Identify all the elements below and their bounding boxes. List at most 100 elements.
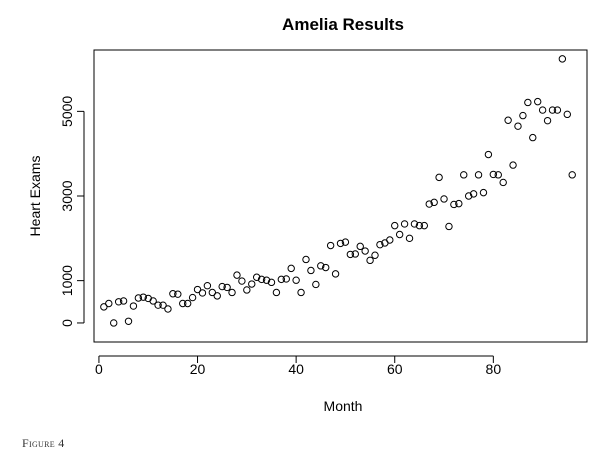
data-point — [440, 195, 448, 203]
data-point — [351, 250, 359, 258]
data-point — [164, 305, 172, 313]
data-point — [110, 319, 118, 327]
data-point — [548, 106, 557, 114]
data-point — [302, 255, 310, 264]
data-point — [543, 116, 552, 125]
x-axis: 0 20 40 60 80 — [95, 355, 502, 377]
data-point — [282, 275, 290, 283]
data-point — [331, 270, 340, 278]
data-point — [292, 276, 300, 284]
data-point — [568, 171, 576, 179]
data-point — [149, 297, 157, 305]
data-point — [169, 290, 177, 298]
data-point — [307, 266, 315, 275]
data-point — [469, 190, 478, 198]
data-point — [228, 288, 236, 297]
data-point — [139, 293, 148, 301]
x-tick-label: 40 — [288, 361, 304, 377]
data-point — [435, 173, 443, 182]
data-point — [391, 221, 399, 230]
data-point — [114, 298, 123, 306]
data-point — [376, 240, 384, 249]
data-point — [445, 222, 453, 231]
data-point — [499, 178, 507, 187]
y-axis: 0 1000 3000 5000 — [59, 96, 85, 327]
data-point — [405, 234, 414, 243]
data-point — [297, 288, 305, 297]
chart-title: Amelia Results — [282, 15, 404, 34]
data-point — [464, 192, 473, 200]
data-point — [529, 133, 537, 142]
data-point — [322, 263, 330, 272]
data-point — [124, 317, 133, 325]
data-point — [455, 199, 463, 208]
data-point — [450, 200, 458, 209]
y-tick-label: 0 — [59, 319, 75, 327]
data-point — [183, 299, 192, 308]
data-point — [243, 286, 251, 294]
data-points — [100, 55, 576, 327]
data-point — [504, 116, 512, 124]
data-point — [213, 292, 221, 300]
data-point — [262, 276, 271, 284]
data-point — [563, 110, 571, 119]
data-point — [415, 221, 424, 230]
data-point — [193, 285, 202, 294]
data-point — [420, 221, 429, 230]
data-point — [312, 280, 320, 289]
data-point — [489, 170, 498, 179]
data-point — [159, 301, 167, 309]
data-point — [430, 198, 438, 207]
data-point — [188, 293, 197, 302]
data-point — [233, 271, 241, 279]
data-point — [203, 282, 212, 290]
data-point — [223, 283, 231, 292]
figure-caption: Figure 4 — [22, 436, 65, 450]
data-point — [208, 288, 217, 297]
x-tick-label: 20 — [190, 361, 206, 377]
data-point — [410, 220, 419, 228]
data-point — [534, 97, 542, 106]
data-point — [558, 55, 567, 63]
data-point — [100, 303, 108, 311]
data-point — [484, 150, 493, 159]
data-point — [105, 299, 113, 308]
y-tick-label: 1000 — [59, 265, 75, 296]
x-tick-label: 60 — [387, 361, 403, 377]
data-point — [553, 106, 562, 114]
data-point — [267, 278, 276, 287]
data-point — [386, 236, 394, 244]
data-point — [336, 239, 345, 248]
data-point — [238, 277, 246, 285]
data-point — [119, 297, 128, 305]
data-point — [272, 288, 281, 297]
data-point — [524, 98, 532, 107]
data-point — [395, 230, 404, 239]
x-axis-label: Month — [324, 398, 363, 414]
data-point — [400, 220, 409, 228]
data-point — [277, 275, 286, 284]
y-tick-label: 3000 — [59, 180, 75, 211]
data-point — [371, 251, 379, 259]
data-point — [519, 111, 527, 120]
data-point — [134, 294, 143, 302]
data-point — [174, 290, 182, 298]
data-point — [356, 242, 364, 251]
x-tick-label: 0 — [95, 361, 103, 377]
data-point — [154, 301, 162, 309]
data-point — [218, 282, 226, 291]
data-point — [129, 302, 138, 310]
data-point — [509, 161, 517, 169]
x-tick-label: 80 — [486, 361, 502, 377]
data-point — [257, 275, 266, 284]
data-point — [361, 247, 369, 255]
data-point — [366, 256, 374, 265]
data-point — [538, 106, 547, 114]
data-point — [198, 289, 207, 297]
data-point — [179, 299, 187, 308]
data-point — [425, 200, 433, 208]
data-point — [341, 238, 350, 246]
data-point — [346, 250, 355, 259]
plot-area-frame — [93, 49, 588, 343]
